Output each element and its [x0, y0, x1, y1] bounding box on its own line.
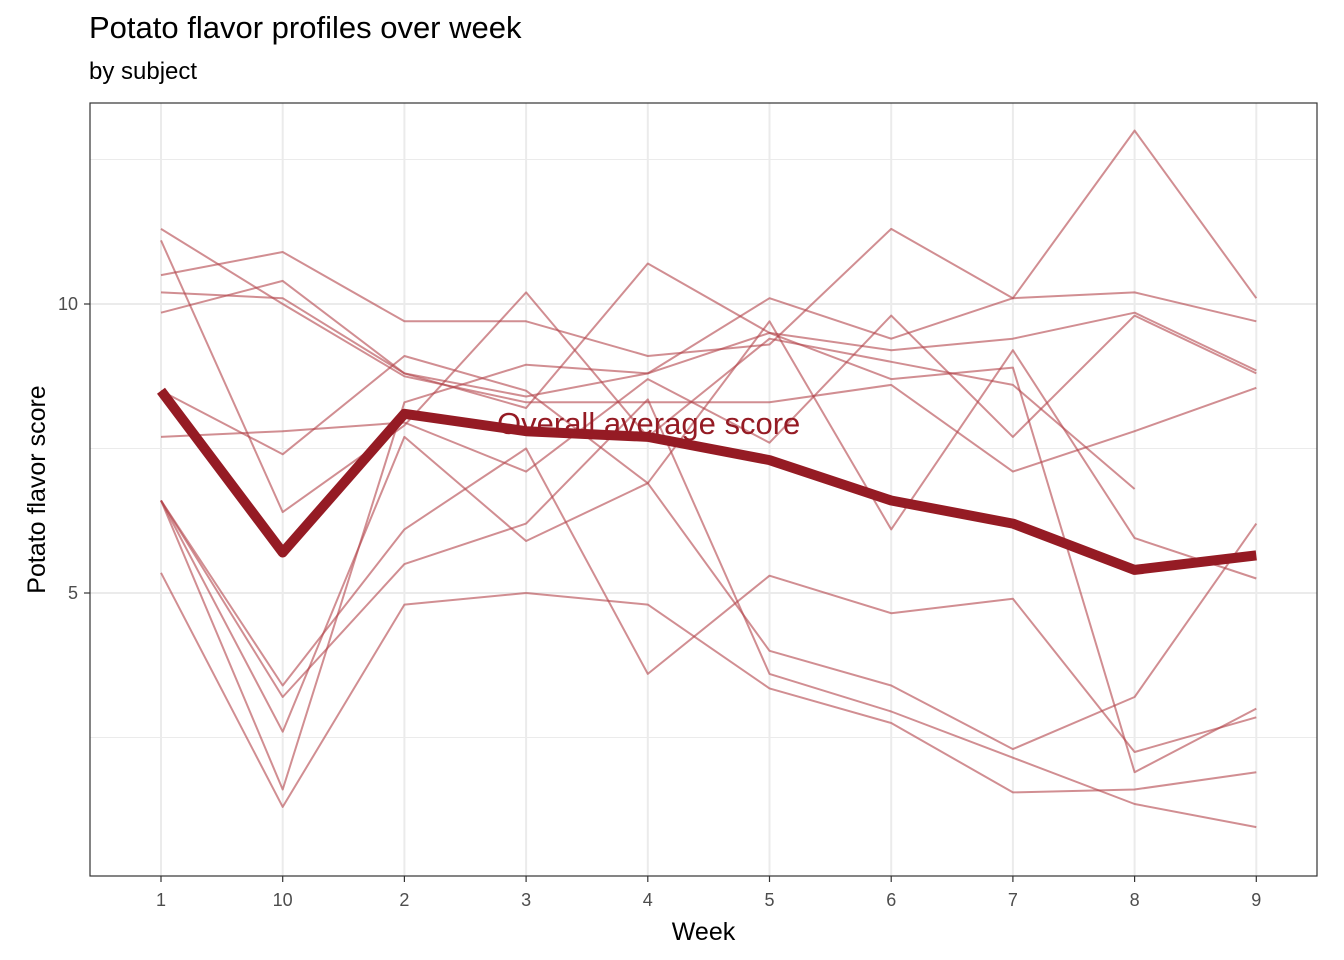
subject-lines	[160, 129, 1258, 829]
subject-line-6	[160, 320, 1257, 580]
x-tick-label: 10	[273, 890, 293, 910]
subject-line-8	[160, 435, 1258, 751]
subject-line-2	[160, 291, 1257, 398]
x-tick-label: 6	[886, 890, 896, 910]
y-tick-label: 5	[68, 583, 78, 603]
subject-line-10	[160, 331, 1257, 791]
chart-subtitle: by subject	[89, 58, 198, 85]
x-tick-label: 9	[1251, 890, 1261, 910]
x-tick-label: 3	[521, 890, 531, 910]
subject-line-1	[160, 129, 1258, 357]
subject-line-7	[160, 314, 1257, 473]
x-tick-label: 5	[764, 890, 774, 910]
x-tick-label: 8	[1130, 890, 1140, 910]
x-tick-label: 7	[1008, 890, 1018, 910]
average-annotation: Overall average score	[497, 406, 800, 441]
panel-border	[89, 102, 1318, 877]
grid-lines	[90, 103, 1317, 876]
average-line	[157, 387, 1257, 575]
x-axis-title: Week	[672, 918, 736, 946]
average-line-group	[157, 387, 1257, 575]
x-axis: 1 10 2 3 4 5 6 7 8 9	[156, 876, 1261, 910]
y-axis: 5 10	[58, 294, 90, 603]
y-tick-label: 10	[58, 294, 78, 314]
x-tick-label: 4	[643, 890, 653, 910]
x-tick-label: 1	[156, 890, 166, 910]
subject-line-3	[160, 262, 1257, 409]
chart-title: Potato flavor profiles over week	[89, 10, 522, 45]
subject-line-12	[160, 398, 1257, 829]
x-tick-label: 2	[399, 890, 409, 910]
y-axis-title: Potato flavor score	[23, 385, 51, 593]
subject-line-9	[160, 447, 1257, 753]
subject-line-11	[160, 572, 1257, 808]
